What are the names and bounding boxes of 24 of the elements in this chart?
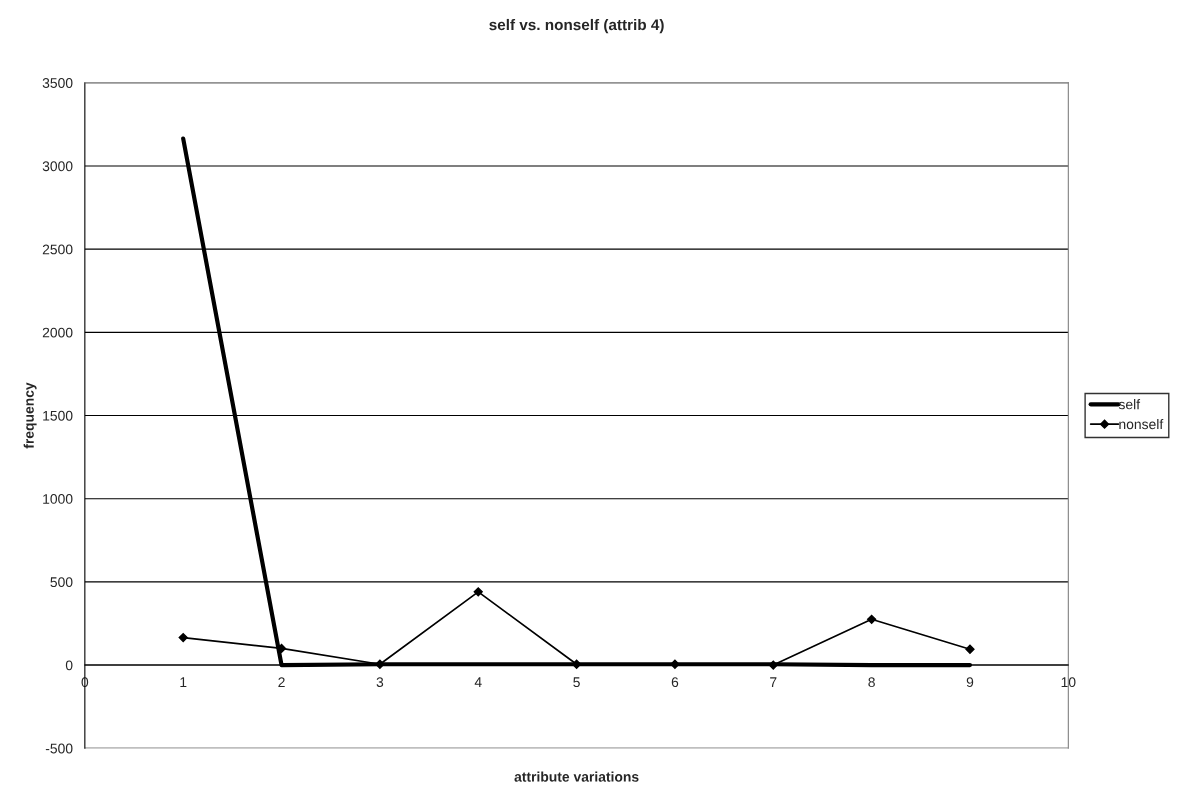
x-tick-label: 8 xyxy=(868,677,875,688)
legend-label: self xyxy=(1118,399,1141,410)
x-tick-label: 9 xyxy=(966,677,974,688)
y-tick-label: 1500 xyxy=(43,410,73,421)
chart-title: self vs. nonself (attrib 4) xyxy=(489,18,664,34)
y-axis-title: frequency xyxy=(23,382,37,449)
x-tick-label: 4 xyxy=(474,677,482,687)
y-tick-label: 500 xyxy=(50,577,73,588)
x-tick-label: 6 xyxy=(671,677,679,688)
y-tick-label: 1000 xyxy=(43,494,73,504)
y-tick-label: -500 xyxy=(45,743,73,754)
y-tick-label: 0 xyxy=(65,660,73,671)
y-tick-label: 2000 xyxy=(42,327,73,338)
x-tick-label: 3 xyxy=(376,677,384,688)
x-tick-label: 5 xyxy=(573,677,580,688)
x-tick-label: 10 xyxy=(1061,677,1076,688)
y-tick-label: 2500 xyxy=(42,244,73,255)
y-tick-label: 3000 xyxy=(42,161,73,172)
x-tick-label: 2 xyxy=(278,677,285,687)
y-tick-label: 3500 xyxy=(42,78,73,88)
x-tick-label: 7 xyxy=(770,677,777,687)
x-tick-label: 1 xyxy=(180,677,187,687)
x-axis-title: attribute variations xyxy=(514,771,639,782)
legend-label: nonself xyxy=(1119,418,1164,430)
